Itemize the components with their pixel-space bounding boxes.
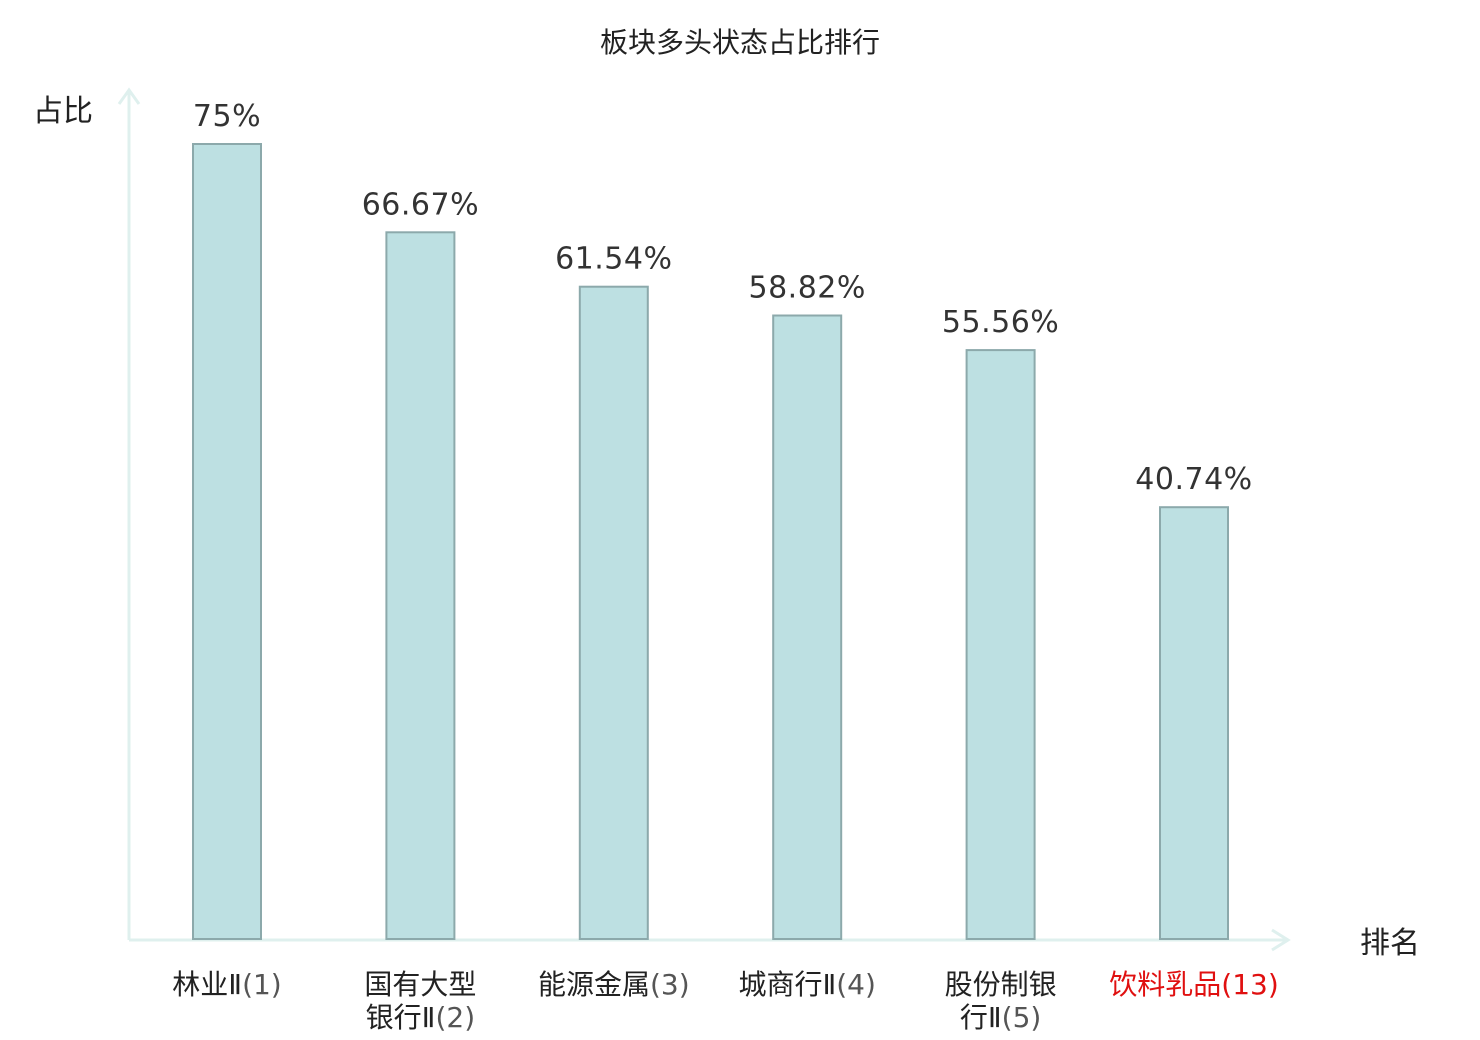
category-label-5-line-2: 行Ⅱ(5) [960, 1001, 1041, 1034]
category-name: 林业Ⅱ [172, 968, 242, 1001]
category-label-2-line-2: 银行Ⅱ(2) [366, 1001, 475, 1034]
category-name: 股份制银 [945, 968, 1057, 1001]
value-labels-group: 75% 66.67% 61.54% 58.82% 55.56% 40.74% [193, 99, 1252, 497]
value-label-4: 58.82% [749, 271, 866, 306]
category-rank: (4) [836, 968, 876, 1001]
chart-title: 板块多头状态占比排行 [600, 26, 880, 59]
category-name: 能源金属 [538, 968, 650, 1001]
category-name: 行Ⅱ [960, 1001, 1002, 1034]
bar-4 [772, 314, 843, 940]
value-label-1: 75% [193, 99, 261, 134]
bar-6 [1159, 506, 1229, 940]
category-label-2-line-1: 国有大型 [364, 968, 476, 1001]
value-label-3: 61.54% [555, 242, 672, 277]
category-label-3-line-1: 能源金属(3) [538, 968, 690, 1001]
x-axis-title: 排名 [1360, 926, 1420, 961]
category-label-4-line-1: 城商行Ⅱ(4) [738, 968, 875, 1001]
bar-1 [192, 143, 262, 940]
bar-5 [965, 349, 1036, 941]
category-rank: (1) [242, 968, 282, 1001]
bar-3 [578, 285, 649, 940]
category-rank: (13) [1221, 968, 1278, 1001]
category-label-1-line-1: 林业Ⅱ(1) [172, 968, 281, 1001]
x-axis-arrow [1271, 928, 1291, 952]
bars-group [192, 143, 1229, 941]
category-name: 饮料乳品 [1109, 968, 1221, 1001]
category-name: 国有大型 [364, 968, 476, 1001]
category-rank: (2) [435, 1001, 475, 1034]
bar-2 [385, 231, 456, 941]
value-label-6: 40.74% [1135, 462, 1252, 497]
value-label-2: 66.67% [362, 187, 479, 222]
category-name: 城商行Ⅱ [738, 968, 836, 1001]
category-label-6-line-1: 饮料乳品(13) [1109, 968, 1279, 1001]
category-label-5-line-1: 股份制银 [945, 968, 1057, 1001]
value-label-5: 55.56% [942, 305, 1059, 340]
category-name: 银行Ⅱ [366, 1001, 436, 1034]
category-rank: (5) [1002, 1001, 1042, 1034]
y-axis-title: 占比 [33, 94, 93, 129]
category-rank: (3) [650, 968, 690, 1001]
y-axis-arrow [117, 87, 141, 105]
